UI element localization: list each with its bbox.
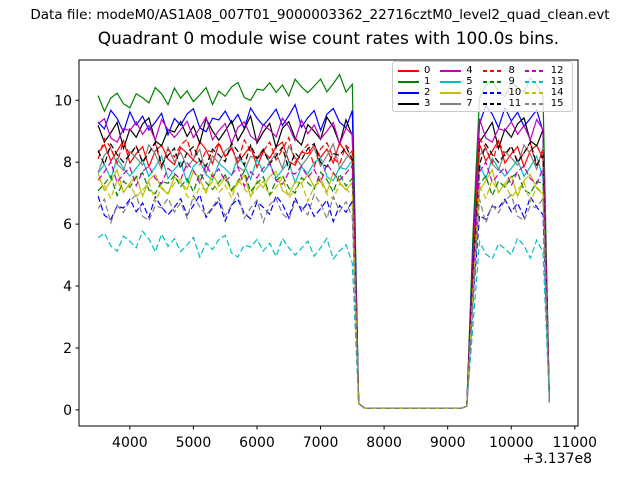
legend-label-14: 14	[550, 86, 564, 98]
data-file-header: Data file: modeM0/AS1A08_007T01_90000033…	[30, 7, 610, 23]
x-tick-label: 7000	[303, 435, 339, 451]
legend-label-13: 13	[550, 75, 564, 87]
legend-label-9: 9	[508, 75, 515, 87]
legend-item-4: 4	[440, 65, 482, 76]
legend-line-swatch-15	[524, 102, 546, 105]
y-tick-label: 2	[63, 341, 72, 357]
legend-item-5: 5	[440, 76, 482, 87]
legend-label-15: 15	[550, 97, 564, 109]
series-line-14	[97, 176, 550, 409]
legend-label-8: 8	[508, 64, 515, 76]
legend-line-swatch-0	[398, 69, 419, 72]
legend-item-13: 13	[524, 75, 567, 87]
legend-line-swatch-3	[398, 102, 419, 105]
legend-line-swatch-9	[482, 80, 504, 83]
legend-item-9: 9	[482, 75, 525, 87]
legend-label-10: 10	[508, 86, 522, 98]
legend-label-7: 7	[466, 97, 473, 109]
legend-line-swatch-12	[524, 69, 546, 72]
legend: 0 1 2 3 4 5 6 7 8 9 10 11 12 13 14 15	[392, 61, 573, 112]
legend-label-12: 12	[550, 64, 564, 76]
plot-border	[78, 59, 579, 427]
legend-label-4: 4	[466, 64, 473, 76]
legend-item-7: 7	[440, 98, 482, 109]
series-line-7	[97, 142, 550, 409]
axis-ticks	[75, 99, 576, 430]
series-line-15	[97, 191, 550, 409]
series-line-13	[97, 230, 550, 409]
series-line-6	[97, 168, 550, 409]
legend-item-3: 3	[398, 98, 440, 109]
y-tick-label: 6	[63, 217, 72, 233]
series-line-12	[97, 160, 550, 409]
series-line-11	[97, 140, 550, 409]
legend-item-14: 14	[524, 86, 567, 98]
x-tick-label: 9000	[430, 435, 466, 451]
x-tick-label: 5000	[176, 435, 212, 451]
legend-item-0: 0	[398, 65, 440, 76]
x-tick-label: 4000	[112, 435, 148, 451]
legend-label-3: 3	[424, 97, 431, 109]
x-axis-offset-label: +3.137e8	[523, 451, 592, 467]
series-lines	[97, 73, 550, 409]
legend-line-swatch-10	[482, 91, 504, 94]
legend-item-2: 2	[398, 87, 440, 98]
legend-label-1: 1	[424, 75, 431, 87]
x-tick-label: 10000	[489, 435, 534, 451]
series-line-10	[97, 193, 550, 409]
legend-item-10: 10	[482, 86, 525, 98]
legend-label-2: 2	[424, 86, 431, 98]
series-line-8	[97, 135, 550, 409]
series-line-1	[97, 73, 550, 409]
legend-item-11: 11	[482, 97, 525, 109]
series-line-0	[97, 138, 550, 409]
legend-line-swatch-5	[440, 80, 462, 83]
y-tick-label: 4	[63, 279, 72, 295]
legend-line-swatch-6	[440, 91, 462, 94]
chart-title: Quadrant 0 module wise count rates with …	[97, 29, 560, 49]
legend-line-swatch-2	[398, 91, 419, 94]
x-tick-label: 11000	[553, 435, 598, 451]
legend-line-swatch-13	[524, 80, 546, 83]
series-line-4	[97, 115, 550, 409]
legend-item-1: 1	[398, 76, 440, 87]
legend-line-swatch-11	[482, 102, 504, 105]
x-tick-label: 8000	[366, 435, 402, 451]
legend-line-swatch-7	[440, 102, 462, 105]
legend-line-swatch-4	[440, 69, 462, 72]
y-tick-label: 0	[63, 403, 72, 419]
legend-item-6: 6	[440, 87, 482, 98]
legend-item-15: 15	[524, 97, 567, 109]
legend-line-swatch-14	[524, 91, 546, 94]
legend-item-8: 8	[482, 64, 525, 76]
legend-label-6: 6	[466, 86, 473, 98]
legend-item-12: 12	[524, 64, 567, 76]
legend-line-swatch-1	[398, 80, 419, 83]
y-tick-label: 8	[63, 155, 72, 171]
legend-label-11: 11	[508, 97, 522, 109]
axis-tick-labels: 4000 5000 6000 7000 8000 9000 10000 11000 0 2 4 6 8 1…	[54, 93, 597, 467]
legend-label-5: 5	[466, 75, 473, 87]
series-line-5	[97, 154, 550, 409]
legend-label-0: 0	[424, 64, 431, 76]
legend-line-swatch-8	[482, 69, 504, 72]
x-tick-label: 6000	[239, 435, 275, 451]
y-tick-label: 10	[54, 93, 72, 109]
